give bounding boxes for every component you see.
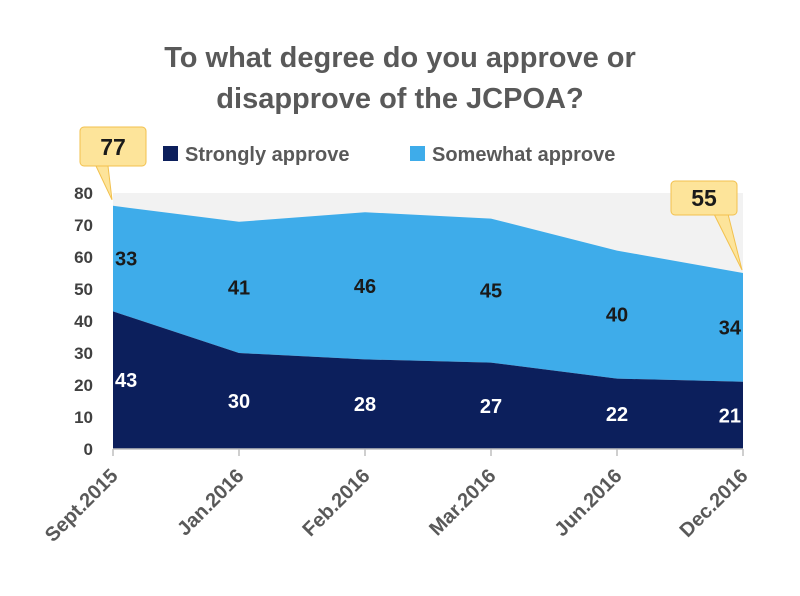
- x-tick-label: Jan.2016: [173, 465, 248, 540]
- x-tick-label: Sept.2015: [41, 465, 123, 547]
- legend-swatch-somewhat-approve: [410, 146, 425, 161]
- y-tick-label: 30: [74, 344, 93, 363]
- x-tick-label: Mar.2016: [425, 465, 500, 540]
- data-label-somewhat-approve: 40: [606, 305, 628, 327]
- data-label-strongly-approve: 43: [115, 370, 137, 392]
- data-label-somewhat-approve: 45: [480, 281, 502, 303]
- data-label-somewhat-approve: 46: [354, 276, 376, 298]
- chart-title-line-2: disapprove of the JCPOA?: [216, 83, 584, 115]
- callout-box-first: [79, 126, 147, 167]
- area-somewhat-approve: [113, 205, 743, 382]
- callout-box-last: [670, 180, 738, 216]
- data-label-strongly-approve: 28: [354, 394, 376, 416]
- legend-swatch-strongly-approve: [163, 146, 178, 161]
- x-axis-ticks: Sept.2015 Jan.2016 Feb.2016 Mar.2016 Jun.201…: [41, 449, 753, 547]
- legend: Strongly approve Somewhat approve: [163, 144, 615, 166]
- y-tick-label: 60: [74, 248, 93, 267]
- legend-label-somewhat-approve: Somewhat approve: [432, 144, 615, 166]
- data-label-strongly-approve: 22: [606, 404, 628, 426]
- data-label-somewhat-approve: 34: [719, 317, 742, 339]
- legend-label-strongly-approve: Strongly approve: [185, 144, 349, 166]
- chart-title-line-1: To what degree do you approve or: [164, 42, 636, 74]
- x-tick-label: Jun.2016: [550, 465, 626, 541]
- data-label-strongly-approve: 30: [228, 391, 250, 413]
- callout-total-first: 77: [100, 134, 126, 160]
- chart-title: To what degree do you approve or disappr…: [0, 38, 800, 120]
- data-label-strongly-approve: 27: [480, 396, 502, 418]
- data-label-somewhat-approve: 33: [115, 249, 137, 271]
- data-label-somewhat-approve: 41: [228, 277, 250, 299]
- y-tick-label: 10: [74, 408, 93, 427]
- x-tick-label: Feb.2016: [298, 465, 374, 541]
- areas-layer: [113, 205, 743, 449]
- callout-total-last: 55: [691, 185, 717, 211]
- area-strongly-approve: [113, 311, 743, 449]
- y-tick-label: 50: [74, 280, 93, 299]
- callout-pointer-first: [95, 165, 113, 201]
- y-axis-ticks: 0 10 20 30 40 50 60 70 80: [74, 184, 93, 459]
- y-tick-label: 20: [74, 376, 93, 395]
- total-callouts: 77 55: [79, 126, 743, 271]
- y-tick-label: 40: [74, 312, 93, 331]
- y-tick-label: 70: [74, 216, 93, 235]
- x-tick-label: Dec.2016: [676, 465, 753, 542]
- y-tick-label: 80: [74, 184, 93, 203]
- data-labels: 43 33 30 41 28 46 27 45 22 40 21 34: [115, 249, 742, 428]
- y-tick-label: 0: [84, 440, 93, 459]
- data-label-strongly-approve: 21: [719, 405, 741, 427]
